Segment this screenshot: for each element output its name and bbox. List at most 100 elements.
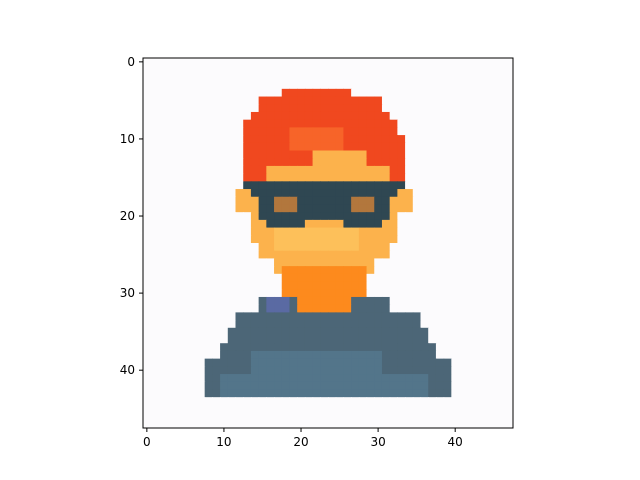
image-pixel bbox=[320, 358, 329, 367]
image-pixel bbox=[497, 104, 506, 113]
image-pixel bbox=[412, 204, 422, 213]
image-pixel bbox=[158, 96, 167, 105]
image-pixel bbox=[274, 150, 283, 159]
image-pixel bbox=[312, 127, 321, 136]
image-pixel bbox=[289, 204, 298, 213]
image-pixel bbox=[220, 366, 229, 375]
image-pixel bbox=[489, 320, 499, 329]
image-pixel bbox=[297, 304, 306, 313]
image-pixel bbox=[489, 243, 499, 252]
image-pixel bbox=[220, 104, 229, 113]
image-pixel bbox=[328, 173, 337, 182]
image-pixel bbox=[158, 304, 167, 313]
image-pixel bbox=[166, 281, 175, 290]
image-pixel bbox=[428, 366, 437, 375]
image-pixel bbox=[196, 96, 206, 105]
image-pixel bbox=[227, 204, 237, 213]
image-pixel bbox=[405, 327, 414, 337]
image-pixel bbox=[274, 312, 283, 321]
image-pixel bbox=[459, 104, 468, 113]
image-pixel bbox=[150, 397, 160, 406]
image-pixel bbox=[189, 266, 198, 275]
image-pixel bbox=[274, 158, 283, 167]
image-pixel bbox=[405, 381, 414, 391]
image-pixel bbox=[143, 81, 152, 90]
image-pixel bbox=[281, 73, 291, 82]
image-pixel bbox=[497, 58, 506, 67]
image-pixel bbox=[366, 219, 375, 229]
image-pixel bbox=[297, 173, 306, 182]
image-pixel bbox=[281, 173, 291, 182]
image-pixel bbox=[243, 212, 252, 221]
image-pixel bbox=[374, 204, 383, 213]
image-pixel bbox=[443, 142, 452, 152]
image-pixel bbox=[505, 150, 514, 159]
image-pixel bbox=[304, 374, 314, 383]
image-pixel bbox=[181, 65, 190, 75]
image-pixel bbox=[250, 127, 260, 136]
image-pixel bbox=[243, 165, 252, 175]
image-pixel bbox=[335, 296, 345, 306]
image-pixel bbox=[289, 88, 298, 98]
image-pixel bbox=[412, 304, 422, 313]
image-pixel bbox=[497, 189, 506, 198]
image-pixel bbox=[220, 350, 229, 360]
image-pixel bbox=[289, 158, 298, 167]
image-pixel bbox=[274, 366, 283, 375]
image-pixel bbox=[412, 281, 422, 290]
image-pixel bbox=[335, 358, 345, 367]
image-pixel bbox=[274, 320, 283, 329]
image-pixel bbox=[243, 381, 252, 391]
image-pixel bbox=[173, 366, 183, 375]
image-pixel bbox=[412, 412, 422, 421]
image-pixel bbox=[143, 104, 152, 113]
image-pixel bbox=[443, 350, 452, 360]
image-pixel bbox=[412, 127, 422, 136]
image-pixel bbox=[505, 173, 514, 182]
image-pixel bbox=[459, 273, 468, 283]
image-pixel bbox=[181, 235, 190, 244]
image-pixel bbox=[443, 150, 452, 159]
image-pixel bbox=[366, 320, 375, 329]
image-pixel bbox=[497, 343, 506, 352]
image-pixel bbox=[497, 96, 506, 105]
image-pixel bbox=[381, 304, 391, 313]
image-pixel bbox=[220, 150, 229, 159]
image-pixel bbox=[227, 150, 237, 159]
image-pixel bbox=[281, 189, 291, 198]
image-pixel bbox=[397, 243, 406, 252]
image-pixel bbox=[435, 165, 445, 175]
image-pixel bbox=[227, 312, 237, 321]
image-pixel bbox=[459, 389, 468, 398]
image-pixel bbox=[243, 127, 252, 136]
image-pixel bbox=[204, 189, 213, 198]
image-pixel bbox=[204, 350, 213, 360]
image-pixel bbox=[420, 389, 429, 398]
image-pixel bbox=[358, 196, 368, 206]
image-pixel bbox=[258, 81, 267, 90]
image-pixel bbox=[227, 196, 237, 206]
image-pixel bbox=[320, 243, 329, 252]
image-pixel bbox=[166, 204, 175, 213]
image-pixel bbox=[358, 366, 368, 375]
image-pixel bbox=[173, 404, 183, 414]
image-pixel bbox=[235, 96, 244, 105]
image-pixel bbox=[389, 243, 398, 252]
image-pixel bbox=[181, 258, 190, 267]
image-pixel bbox=[358, 165, 368, 175]
image-pixel bbox=[220, 135, 229, 144]
x-axis: 0 10 20 30 40 bbox=[143, 428, 463, 449]
image-pixel bbox=[428, 289, 437, 298]
image-pixel bbox=[497, 250, 506, 260]
image-pixel bbox=[451, 196, 460, 206]
image-pixel bbox=[474, 389, 483, 398]
image-pixel bbox=[335, 335, 345, 344]
image-pixel bbox=[351, 212, 360, 221]
image-pixel bbox=[150, 150, 160, 159]
image-pixel bbox=[227, 320, 237, 329]
image-pixel bbox=[281, 296, 291, 306]
image-pixel bbox=[196, 404, 206, 414]
image-pixel bbox=[196, 235, 206, 244]
image-pixel bbox=[335, 366, 345, 375]
image-pixel bbox=[289, 273, 298, 283]
